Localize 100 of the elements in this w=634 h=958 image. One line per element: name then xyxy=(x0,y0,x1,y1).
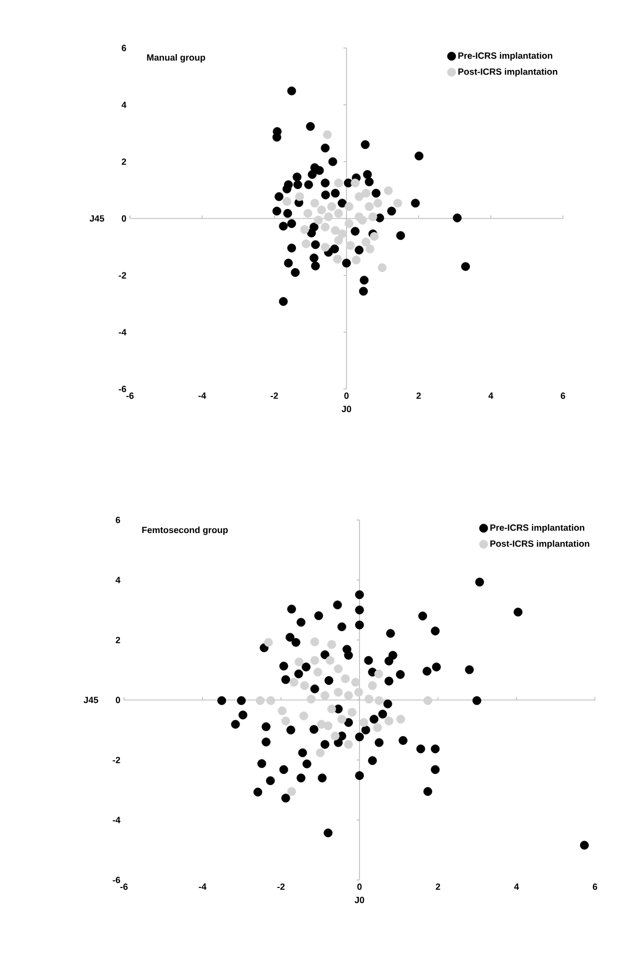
point xyxy=(387,206,396,216)
point xyxy=(354,246,364,254)
point xyxy=(315,166,324,175)
point xyxy=(366,244,374,254)
x-tick-label: 2 xyxy=(416,392,421,399)
point xyxy=(359,286,368,296)
point xyxy=(317,206,326,214)
point xyxy=(334,688,343,697)
point xyxy=(364,177,374,186)
point xyxy=(320,178,330,188)
point xyxy=(310,198,320,208)
point xyxy=(384,186,393,196)
point xyxy=(350,226,360,236)
point xyxy=(313,668,322,676)
point xyxy=(302,239,310,248)
point xyxy=(364,202,374,211)
legend-label: Pre-ICRS implantation xyxy=(490,524,584,533)
point xyxy=(360,140,370,150)
point xyxy=(287,244,296,252)
x-tick-label: -2 xyxy=(277,884,285,890)
point xyxy=(282,197,292,206)
x-tick-label: 0 xyxy=(344,392,349,399)
x-tick-label: 2 xyxy=(436,884,440,890)
legend-label: Post-ICRS implantation xyxy=(458,68,558,77)
point xyxy=(350,178,360,188)
point xyxy=(360,276,369,285)
point xyxy=(290,678,298,687)
point xyxy=(461,262,470,271)
point xyxy=(320,242,330,252)
point xyxy=(303,208,312,218)
y-tick-label: 2 xyxy=(116,636,120,644)
point xyxy=(322,130,332,140)
point xyxy=(396,231,406,240)
point xyxy=(368,681,377,690)
point xyxy=(320,144,330,152)
point xyxy=(352,256,361,264)
point xyxy=(292,172,302,182)
point xyxy=(310,656,320,665)
y-tick-label: 4 xyxy=(116,576,120,584)
point xyxy=(307,228,316,238)
point xyxy=(311,240,320,250)
point xyxy=(316,748,325,758)
point xyxy=(287,787,296,796)
point xyxy=(344,219,354,228)
y-tick-label: -2 xyxy=(118,272,126,278)
y-tick-label: -4 xyxy=(118,329,126,336)
y-tick-label: -2 xyxy=(112,756,120,764)
y-tick-label: -6 xyxy=(118,386,126,392)
point xyxy=(274,192,284,202)
point xyxy=(314,216,323,225)
point xyxy=(452,214,462,222)
legend-label: Pre-ICRS implantation xyxy=(458,52,552,61)
point xyxy=(300,225,310,234)
point xyxy=(342,258,351,268)
point xyxy=(281,716,290,726)
y-tick-label: 6 xyxy=(116,516,120,524)
y-tick-label: 6 xyxy=(122,44,126,52)
point xyxy=(414,152,424,160)
point xyxy=(326,656,334,665)
x-axis-title: J0 xyxy=(354,896,364,904)
point xyxy=(393,198,402,208)
point xyxy=(354,688,364,697)
point xyxy=(384,716,394,726)
point xyxy=(310,254,318,262)
point xyxy=(354,192,364,202)
point xyxy=(306,694,316,704)
point xyxy=(284,258,293,268)
point xyxy=(364,694,374,704)
y-tick-label: 2 xyxy=(122,158,126,165)
point xyxy=(327,202,336,211)
point xyxy=(334,236,343,245)
legend-label: Post-ICRS implantation xyxy=(490,540,590,549)
point xyxy=(272,206,282,216)
x-tick-label: 4 xyxy=(488,392,494,399)
point xyxy=(282,184,292,194)
point xyxy=(423,696,432,705)
point xyxy=(362,238,370,246)
point xyxy=(337,714,346,724)
point xyxy=(330,188,340,198)
text: Manual group xyxy=(147,54,206,62)
x-tick-label: 6 xyxy=(592,884,598,890)
point xyxy=(300,681,309,690)
point xyxy=(334,664,343,674)
point xyxy=(287,219,296,228)
y-tick-label: -6 xyxy=(112,876,120,884)
point xyxy=(396,714,406,724)
point xyxy=(324,212,333,222)
y-tick-label: 0 xyxy=(116,696,120,704)
point xyxy=(372,188,380,198)
point xyxy=(290,268,300,277)
point xyxy=(311,262,320,270)
point xyxy=(304,180,313,190)
point xyxy=(344,691,353,700)
point xyxy=(293,180,302,190)
point xyxy=(334,178,343,188)
point xyxy=(374,696,384,705)
point xyxy=(324,721,332,730)
x-tick-label: -4 xyxy=(198,884,206,890)
point xyxy=(368,212,378,222)
x-tick-label: -2 xyxy=(270,392,278,399)
